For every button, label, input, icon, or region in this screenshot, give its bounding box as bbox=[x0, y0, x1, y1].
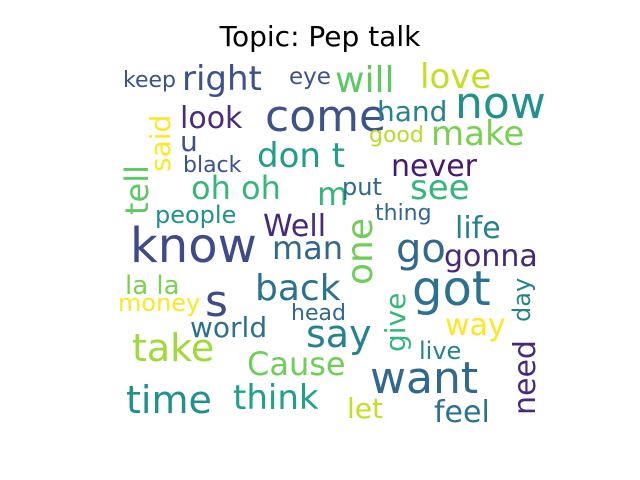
word-s: s bbox=[205, 276, 228, 327]
word-keep: keep bbox=[123, 68, 176, 93]
word-want: want bbox=[370, 353, 478, 404]
word-need: need bbox=[508, 340, 543, 415]
word-people: people bbox=[155, 201, 236, 229]
chart-title: Topic: Pep talk bbox=[219, 20, 421, 53]
word-well: Well bbox=[263, 209, 326, 244]
word-cause: Cause bbox=[247, 345, 346, 383]
word-give: give bbox=[379, 293, 412, 352]
word-la-la: la la bbox=[125, 271, 180, 301]
word-thing: thing bbox=[375, 201, 432, 226]
word-see: see bbox=[410, 168, 470, 208]
word-take: take bbox=[132, 326, 214, 370]
word-don-t: don t bbox=[257, 136, 345, 176]
word-black: black bbox=[183, 153, 242, 178]
word-love: love bbox=[420, 57, 491, 97]
word-money: money bbox=[118, 289, 200, 317]
word-way: way bbox=[445, 308, 506, 343]
word-now: now bbox=[455, 78, 546, 129]
word-u: u bbox=[180, 125, 198, 158]
word-life: life bbox=[455, 211, 501, 246]
word-got: got bbox=[412, 261, 491, 317]
word-head: head bbox=[291, 301, 346, 326]
word-live: live bbox=[419, 337, 461, 365]
word-come: come bbox=[265, 91, 386, 142]
word-put: put bbox=[342, 173, 382, 201]
word-time: time bbox=[126, 378, 212, 422]
word-let: let bbox=[347, 392, 383, 425]
word-say: say bbox=[306, 312, 372, 356]
word-man: man bbox=[272, 229, 343, 267]
word-eye: eye bbox=[289, 64, 331, 90]
word-world: world bbox=[190, 311, 267, 344]
word-hand: hand bbox=[377, 95, 447, 128]
word-never: never bbox=[391, 149, 478, 184]
word-think: think bbox=[233, 378, 319, 418]
word-back: back bbox=[255, 268, 341, 309]
word-feel: feel bbox=[434, 395, 490, 430]
word-go: go bbox=[396, 226, 446, 272]
word-said: said bbox=[144, 115, 177, 172]
word-right: right bbox=[182, 59, 262, 99]
word-day: day bbox=[508, 278, 536, 322]
word-look: look bbox=[180, 101, 243, 136]
word-will: will bbox=[335, 60, 394, 101]
word-tell: tell bbox=[118, 165, 156, 215]
word-oh-oh: oh oh bbox=[191, 169, 281, 207]
word-know: know bbox=[130, 218, 257, 274]
word-gonna: gonna bbox=[444, 239, 538, 274]
word-m: m bbox=[317, 175, 348, 213]
word-make: make bbox=[431, 114, 524, 154]
word-one: one bbox=[340, 218, 381, 285]
word-good: good bbox=[369, 123, 424, 148]
